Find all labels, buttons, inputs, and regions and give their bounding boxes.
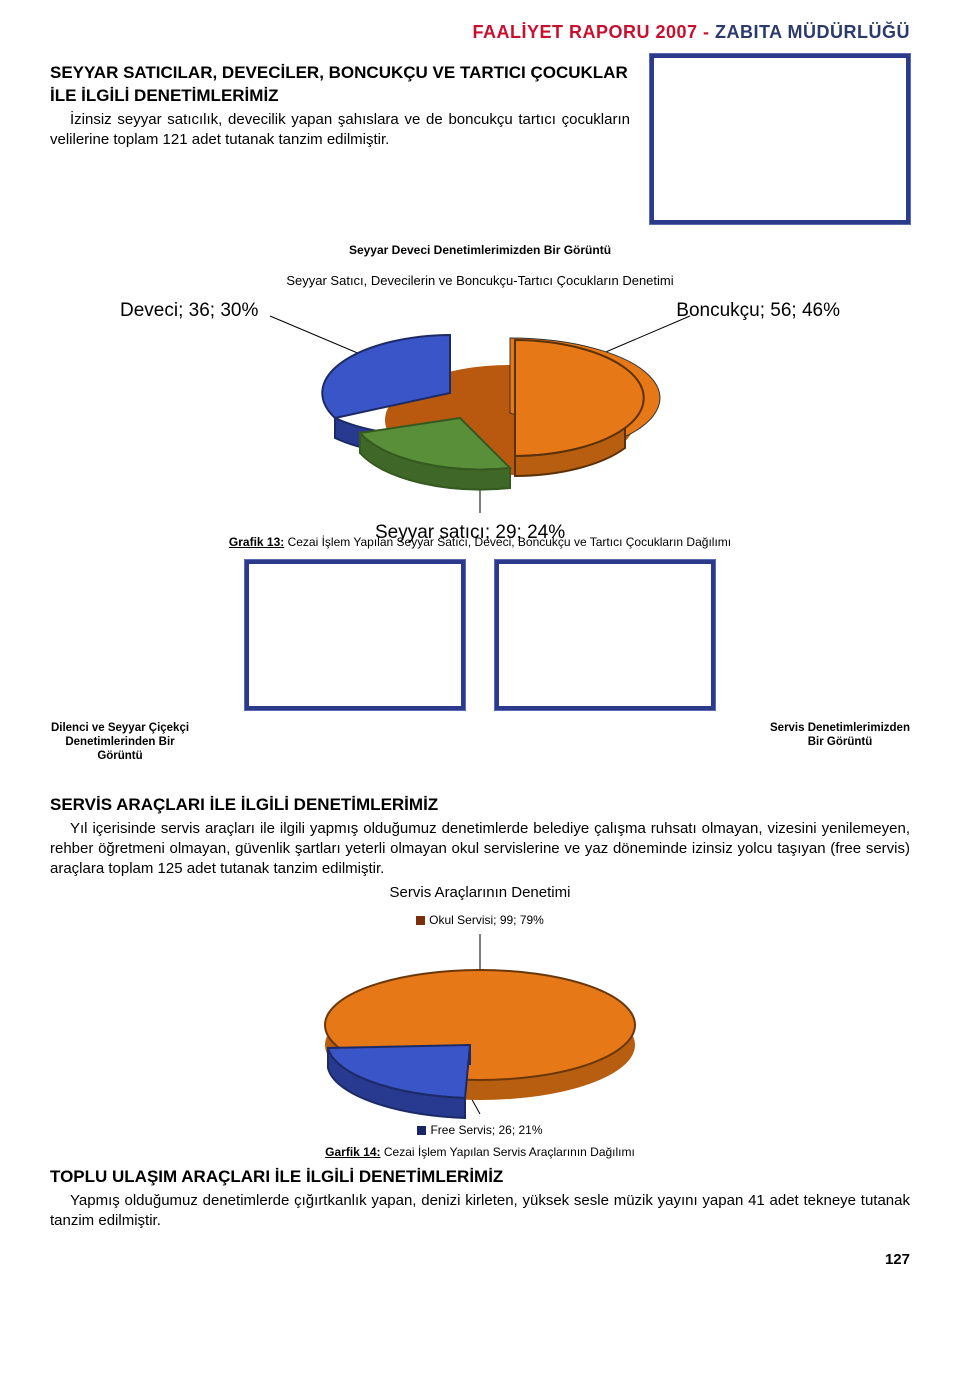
mid-caption-right: Servis Denetimlerimizden Bir Görüntü	[770, 722, 910, 750]
header-navy: ZABITA MÜDÜRLÜĞÜ	[715, 22, 910, 42]
page-number: 127	[50, 1250, 910, 1270]
dual-image-boxes	[50, 560, 910, 710]
chart2-caption-text: Cezai İşlem Yapılan Servis Araçlarının D…	[381, 1145, 635, 1159]
chart1-label-boncukcu: Boncukçu; 56; 46%	[676, 298, 840, 324]
section3-body: Yapmış olduğumuz denetimlerde çığırtkanl…	[50, 1191, 910, 1232]
image-placeholder-1	[650, 54, 910, 224]
chart2-legend-free-text: Free Servis; 26; 21%	[430, 1123, 542, 1137]
chart1-title: Seyyar Satıcı, Devecilerin ve Boncukçu-T…	[50, 272, 910, 290]
header-sep: -	[698, 22, 716, 42]
mid-captions: Dilenci ve Seyyar Çiçekçi Denetimlerinde…	[50, 722, 910, 763]
mid-caption-left: Dilenci ve Seyyar Çiçekçi Denetimlerinde…	[50, 722, 190, 763]
page-header: FAALİYET RAPORU 2007 - ZABITA MÜDÜRLÜĞÜ	[50, 20, 910, 44]
caption-1: Seyyar Deveci Denetimlerimizden Bir Görü…	[50, 242, 910, 258]
chart2-caption-prefix: Garfik 14:	[325, 1145, 380, 1159]
chart1-caption-prefix: Grafik 13:	[229, 535, 284, 549]
chart1: Deveci; 36; 30% Boncukçu; 56; 46% Seyyar…	[180, 298, 780, 528]
legend-swatch-free	[417, 1126, 426, 1135]
chart2-legend-free: Free Servis; 26; 21%	[50, 1122, 910, 1138]
chart2-legend-okul: Okul Servisi; 99; 79%	[50, 912, 910, 928]
section1-title: SEYYAR SATICILAR, DEVECİLER, BONCUKÇU VE…	[50, 62, 630, 108]
top-row: SEYYAR SATICILAR, DEVECİLER, BONCUKÇU VE…	[50, 54, 910, 224]
section3-title: TOPLU ULAŞIM ARAÇLARI İLE İLGİLİ DENETİM…	[50, 1166, 910, 1189]
chart1-label-seyyar: Seyyar satıcı; 29; 24%	[375, 520, 565, 546]
section1: SEYYAR SATICILAR, DEVECİLER, BONCUKÇU VE…	[50, 54, 630, 150]
section2-body: Yıl içerisinde servis araçları ile ilgil…	[50, 819, 910, 880]
chart2-title: Servis Araçlarının Denetimi	[50, 883, 910, 903]
chart2	[230, 930, 730, 1120]
image-placeholder-3	[495, 560, 715, 710]
chart2-legend-okul-text: Okul Servisi; 99; 79%	[429, 913, 544, 927]
image-placeholder-2	[245, 560, 465, 710]
legend-swatch-okul	[416, 916, 425, 925]
header-red: FAALİYET RAPORU 2007	[472, 22, 697, 42]
section2-title: SERVİS ARAÇLARI İLE İLGİLİ DENETİMLERİMİ…	[50, 794, 910, 817]
section1-body: İzinsiz seyyar satıcılık, devecilik yapa…	[50, 110, 630, 151]
chart1-svg	[180, 298, 780, 528]
chart2-caption: Garfik 14: Cezai İşlem Yapılan Servis Ar…	[50, 1144, 910, 1160]
chart1-label-deveci: Deveci; 36; 30%	[120, 298, 258, 324]
chart2-svg	[230, 930, 730, 1120]
